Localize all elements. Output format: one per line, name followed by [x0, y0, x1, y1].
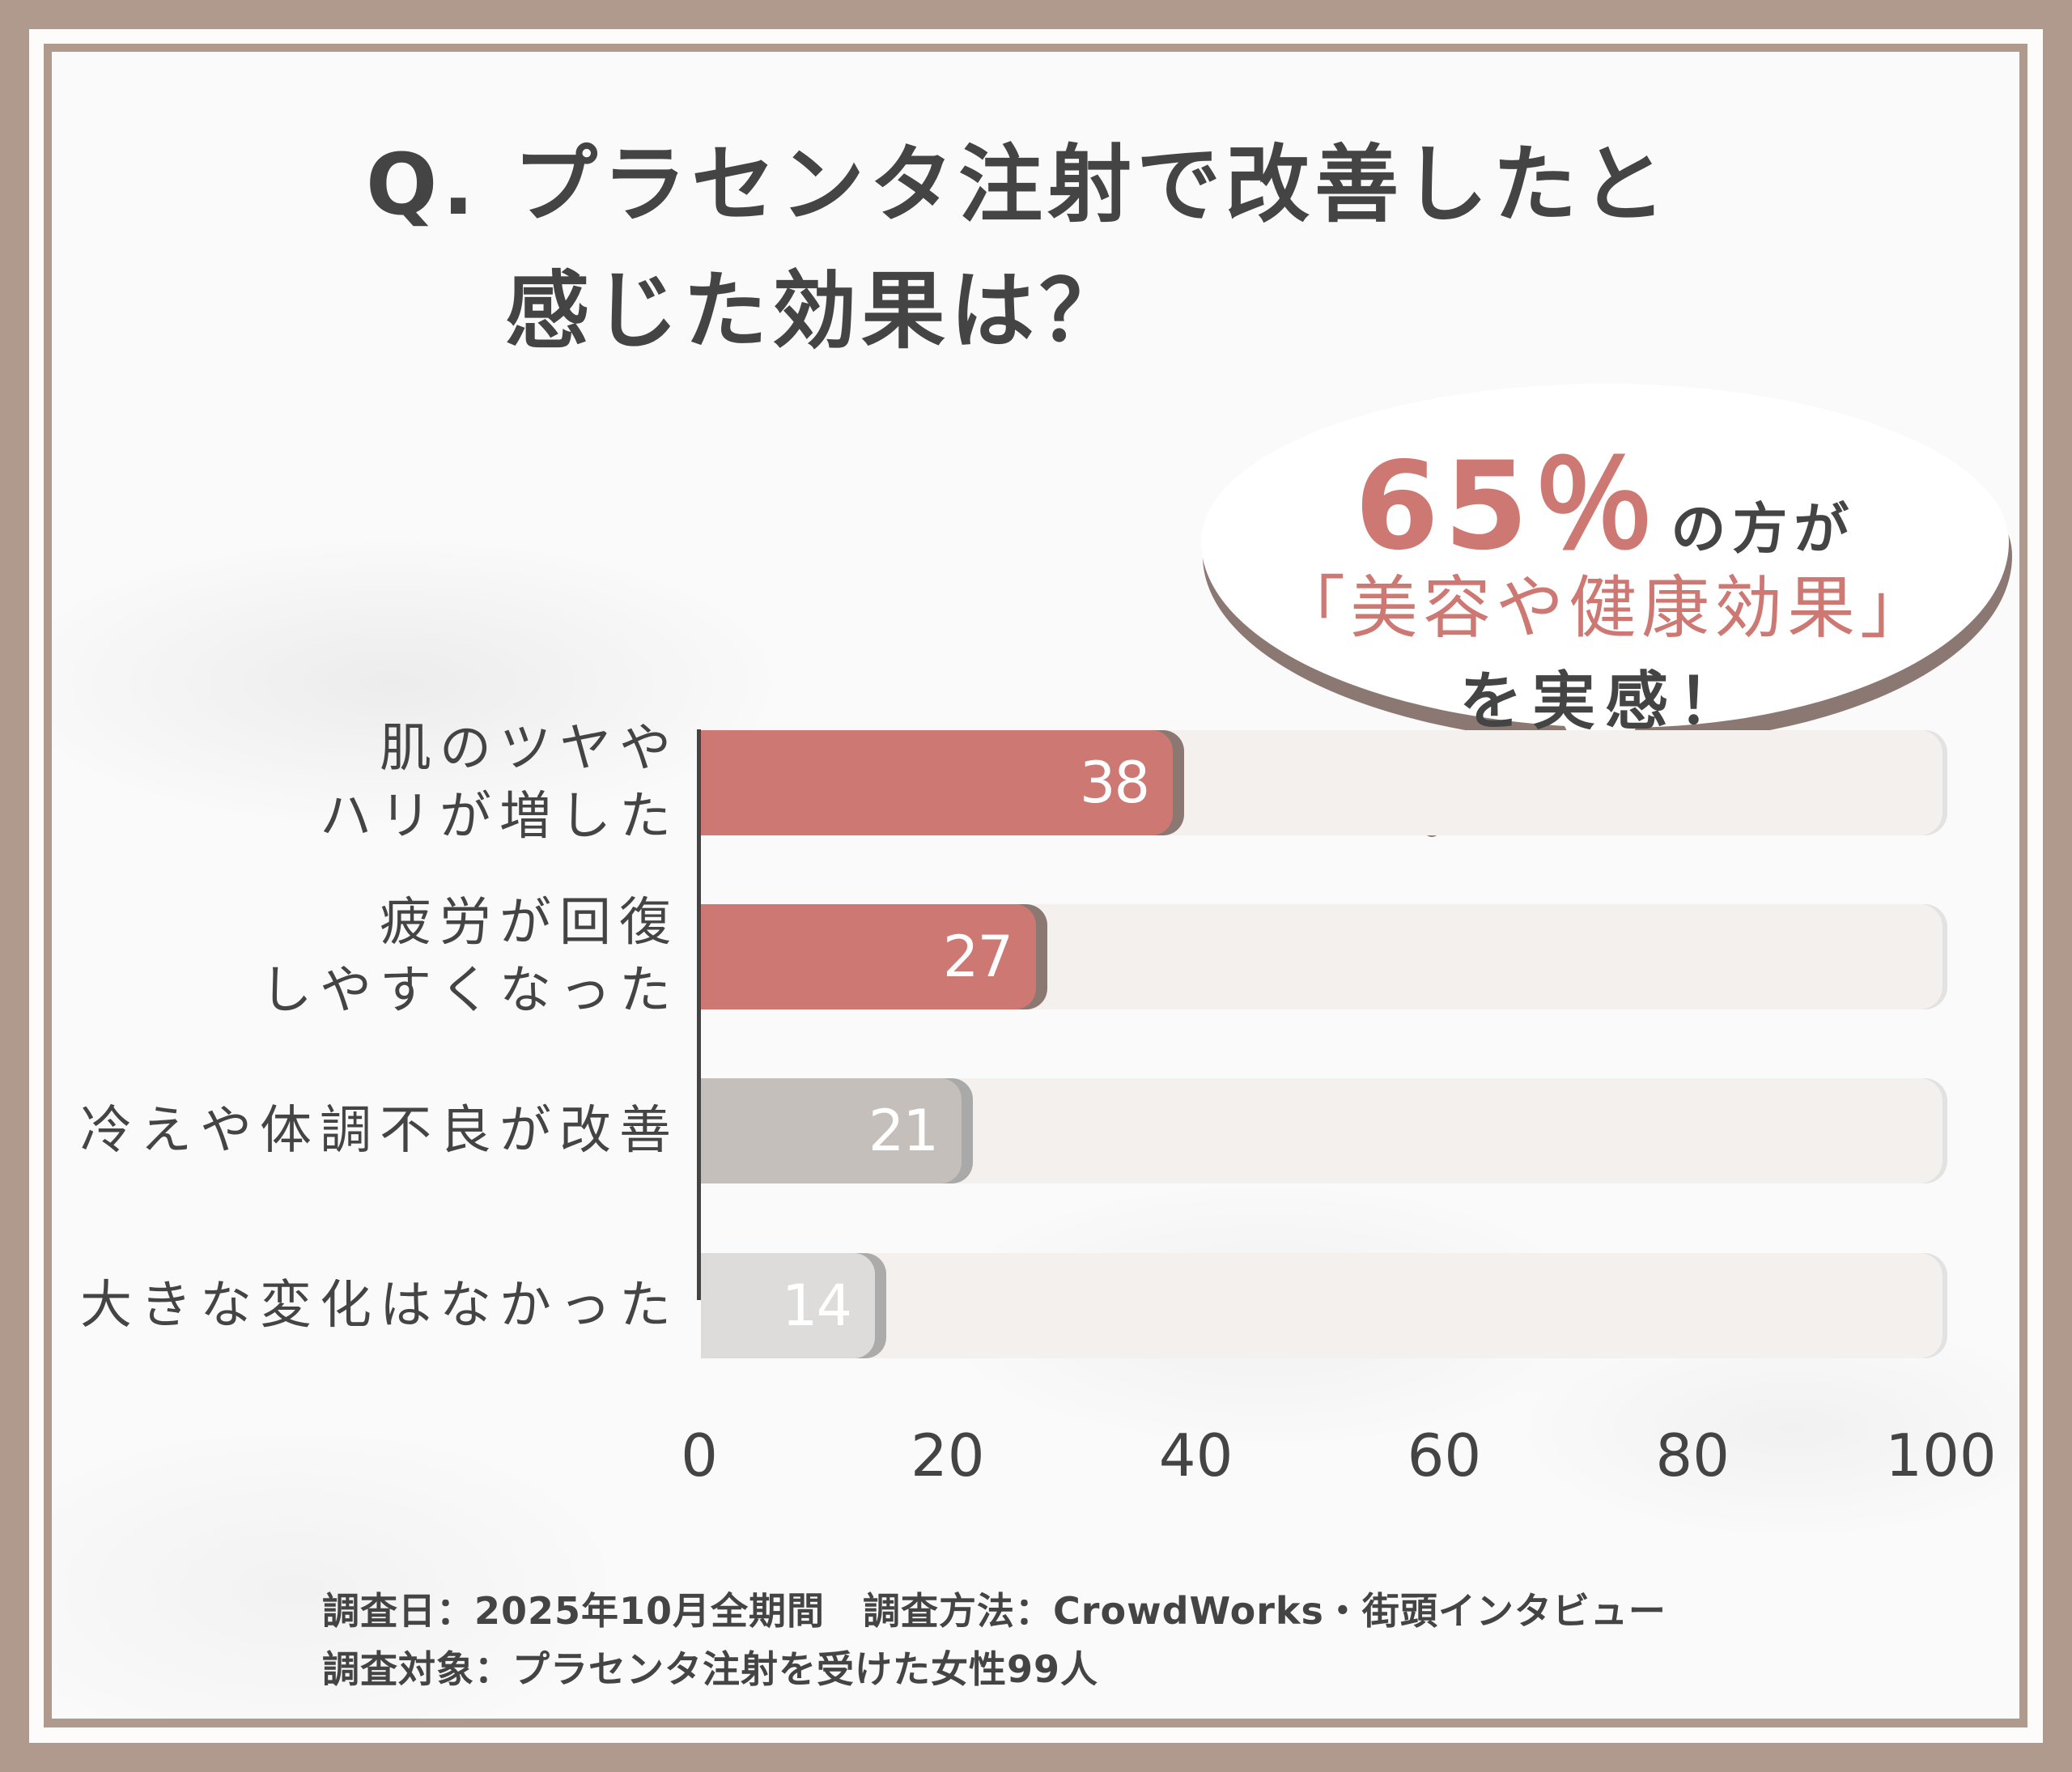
- category-label-line: 肌のツヤや: [380, 719, 679, 779]
- bar-value-label: 14: [781, 1273, 852, 1339]
- x-tick-label: 60: [1407, 1421, 1482, 1489]
- category-label-line: 冷えや体調不良が改善: [80, 1101, 679, 1161]
- category-label: 肌のツヤやハリが増した: [320, 715, 679, 851]
- bar-value-label: 38: [1079, 750, 1150, 816]
- page-title-line-1: Q. プラセンタ注射で改善したと: [366, 135, 1671, 234]
- bar: 21: [701, 1078, 962, 1183]
- x-tick-label: 40: [1158, 1421, 1233, 1489]
- bar: 27: [701, 904, 1036, 1009]
- category-label: 冷えや体調不良が改善: [80, 1097, 679, 1165]
- x-tick-label: 100: [1885, 1421, 1997, 1489]
- x-tick-label: 0: [681, 1421, 718, 1489]
- category-label: 疲労が回復しやすくなった: [261, 889, 679, 1025]
- category-label-line: しやすくなった: [260, 961, 679, 1021]
- callout-line-2: 「美容や健康効果」: [1276, 568, 1933, 648]
- category-label-line: ハリが増した: [320, 787, 679, 847]
- survey-info-line-1: 調査日：2025年10月全期間 調査方法：CrowdWorks・街頭インタビュー: [322, 1589, 1667, 1633]
- y-axis-line: [697, 729, 701, 1300]
- bar-track: [701, 1253, 1942, 1358]
- x-tick-label: 80: [1655, 1421, 1730, 1489]
- category-label-line: 大きな変化はなかった: [80, 1276, 679, 1336]
- callout-suffix: の方が: [1671, 498, 1856, 562]
- callout-line-3: を実感！: [1458, 665, 1751, 738]
- bar: 14: [701, 1253, 875, 1358]
- survey-info-line-2: 調査対象：プラセンタ注射を受けた女性99人: [322, 1647, 1099, 1691]
- bar: 38: [701, 730, 1173, 835]
- bar-value-label: 27: [942, 924, 1013, 990]
- page-title-line-2: 感じた効果は？: [505, 261, 1129, 360]
- x-tick-label: 20: [910, 1421, 985, 1489]
- infographic-canvas: Q. プラセンタ注射で改善したと 感じた効果は？ 65％ の方が 「美容や健康効果…: [52, 52, 2019, 1719]
- callout-line-1: 65％ の方が: [1201, 408, 2009, 584]
- category-label-line: 疲労が回復: [380, 893, 679, 953]
- callout-percent: 65％: [1354, 436, 1660, 577]
- category-label: 大きな変化はなかった: [80, 1272, 679, 1340]
- speech-bubble: [1201, 384, 2009, 728]
- bar-value-label: 21: [868, 1098, 939, 1164]
